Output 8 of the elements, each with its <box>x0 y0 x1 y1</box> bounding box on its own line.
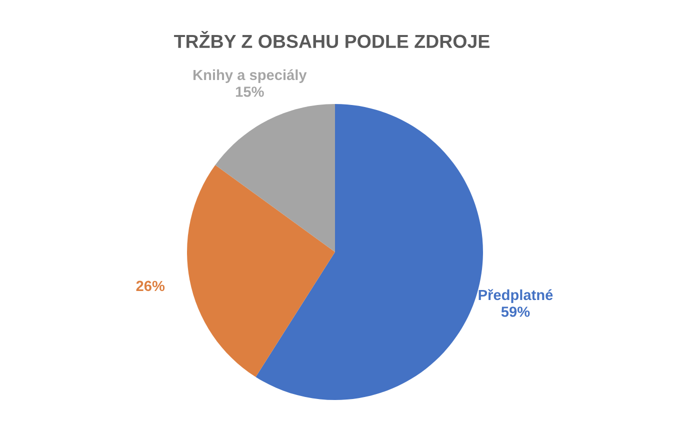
slice-label: Knihy a speciály <box>194 69 307 84</box>
slice-label: Předplatné <box>478 289 553 304</box>
chart-title: TRŽBY Z OBSAHU PODLE ZDROJE <box>174 31 490 48</box>
pie-slice <box>215 104 335 252</box>
data-label: 59% <box>501 306 530 317</box>
pie-slice <box>187 165 335 377</box>
data-label: 15% <box>236 86 264 97</box>
data-label: 26% <box>136 280 165 292</box>
